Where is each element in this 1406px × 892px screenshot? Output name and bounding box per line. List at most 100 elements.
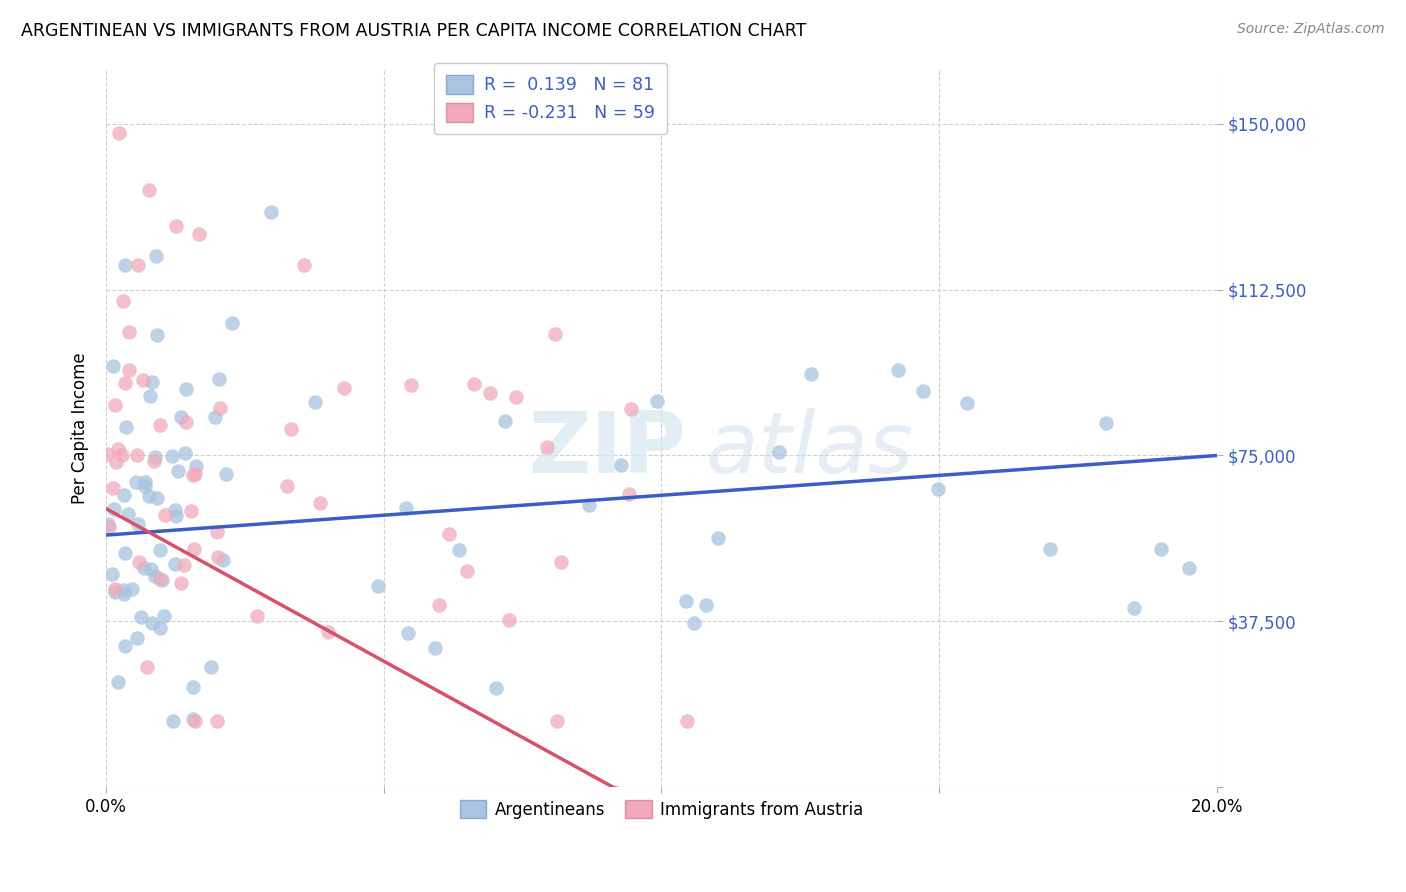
Point xyxy=(768,444,790,458)
Point xyxy=(153,608,176,623)
Point xyxy=(148,572,170,586)
Point xyxy=(101,567,124,582)
Point xyxy=(97,517,120,532)
Point xyxy=(153,508,176,523)
Point xyxy=(208,371,231,385)
Point xyxy=(103,359,125,373)
Point xyxy=(207,549,229,564)
Point xyxy=(610,458,633,472)
Point xyxy=(184,714,207,728)
Text: ARGENTINEAN VS IMMIGRANTS FROM AUSTRIA PER CAPITA INCOME CORRELATION CHART: ARGENTINEAN VS IMMIGRANTS FROM AUSTRIA P… xyxy=(21,22,807,40)
Point xyxy=(956,396,979,410)
Point xyxy=(620,402,643,417)
Point xyxy=(395,500,418,515)
Point xyxy=(1178,561,1201,575)
Point xyxy=(124,475,146,489)
Point xyxy=(117,508,139,522)
Point xyxy=(174,446,197,460)
Point xyxy=(112,587,135,601)
Point xyxy=(304,395,326,409)
Point xyxy=(184,459,207,474)
Point xyxy=(308,496,330,510)
Point xyxy=(138,183,160,197)
Point xyxy=(367,579,389,593)
Point xyxy=(546,714,568,728)
Point xyxy=(127,258,149,272)
Point xyxy=(149,543,172,558)
Point xyxy=(425,640,447,655)
Point xyxy=(145,491,167,506)
Point xyxy=(645,394,668,409)
Point xyxy=(800,367,823,381)
Point xyxy=(276,479,298,493)
Point xyxy=(211,553,233,567)
Point xyxy=(578,499,600,513)
Point xyxy=(105,455,128,469)
Point xyxy=(163,503,186,517)
Point xyxy=(162,714,184,728)
Point xyxy=(887,363,910,377)
Point xyxy=(138,389,160,403)
Point xyxy=(396,625,419,640)
Point xyxy=(141,615,163,630)
Point xyxy=(280,422,302,436)
Point xyxy=(96,447,118,461)
Point xyxy=(145,250,167,264)
Legend: Argentineans, Immigrants from Austria: Argentineans, Immigrants from Austria xyxy=(453,794,870,826)
Point xyxy=(141,562,163,576)
Text: atlas: atlas xyxy=(706,408,914,491)
Point xyxy=(449,542,471,557)
Point xyxy=(401,377,423,392)
Point xyxy=(166,464,188,478)
Point xyxy=(427,598,450,612)
Point xyxy=(333,381,356,395)
Point xyxy=(165,557,187,571)
Point xyxy=(146,328,169,343)
Point xyxy=(682,616,704,631)
Point xyxy=(188,227,211,242)
Point xyxy=(215,467,238,482)
Point xyxy=(110,448,132,462)
Point xyxy=(136,660,159,674)
Point xyxy=(1150,541,1173,556)
Point xyxy=(143,569,166,583)
Point xyxy=(927,482,949,496)
Point xyxy=(134,475,156,490)
Point xyxy=(1094,416,1116,430)
Point xyxy=(141,375,163,389)
Point xyxy=(536,440,558,454)
Point xyxy=(107,674,129,689)
Point xyxy=(127,517,149,532)
Point xyxy=(174,416,197,430)
Point xyxy=(456,564,478,578)
Point xyxy=(132,373,155,387)
Point xyxy=(180,503,202,517)
Point xyxy=(544,327,567,342)
Point xyxy=(260,205,283,219)
Point xyxy=(911,384,934,398)
Point xyxy=(121,582,143,596)
Point xyxy=(112,488,135,502)
Point xyxy=(181,712,204,726)
Point xyxy=(184,467,207,481)
Point xyxy=(104,585,127,599)
Point xyxy=(150,573,173,587)
Point xyxy=(165,219,187,234)
Point xyxy=(246,609,269,624)
Point xyxy=(165,508,187,523)
Point xyxy=(675,593,697,607)
Point xyxy=(221,316,243,330)
Point xyxy=(485,681,508,696)
Point xyxy=(104,398,127,412)
Point xyxy=(125,448,148,462)
Point xyxy=(316,624,339,639)
Point xyxy=(134,479,156,493)
Point xyxy=(169,575,191,590)
Point xyxy=(143,450,166,464)
Point xyxy=(478,386,501,401)
Point xyxy=(134,561,156,575)
Point xyxy=(181,467,204,482)
Point xyxy=(112,293,135,308)
Point xyxy=(181,680,204,694)
Point xyxy=(149,417,172,432)
